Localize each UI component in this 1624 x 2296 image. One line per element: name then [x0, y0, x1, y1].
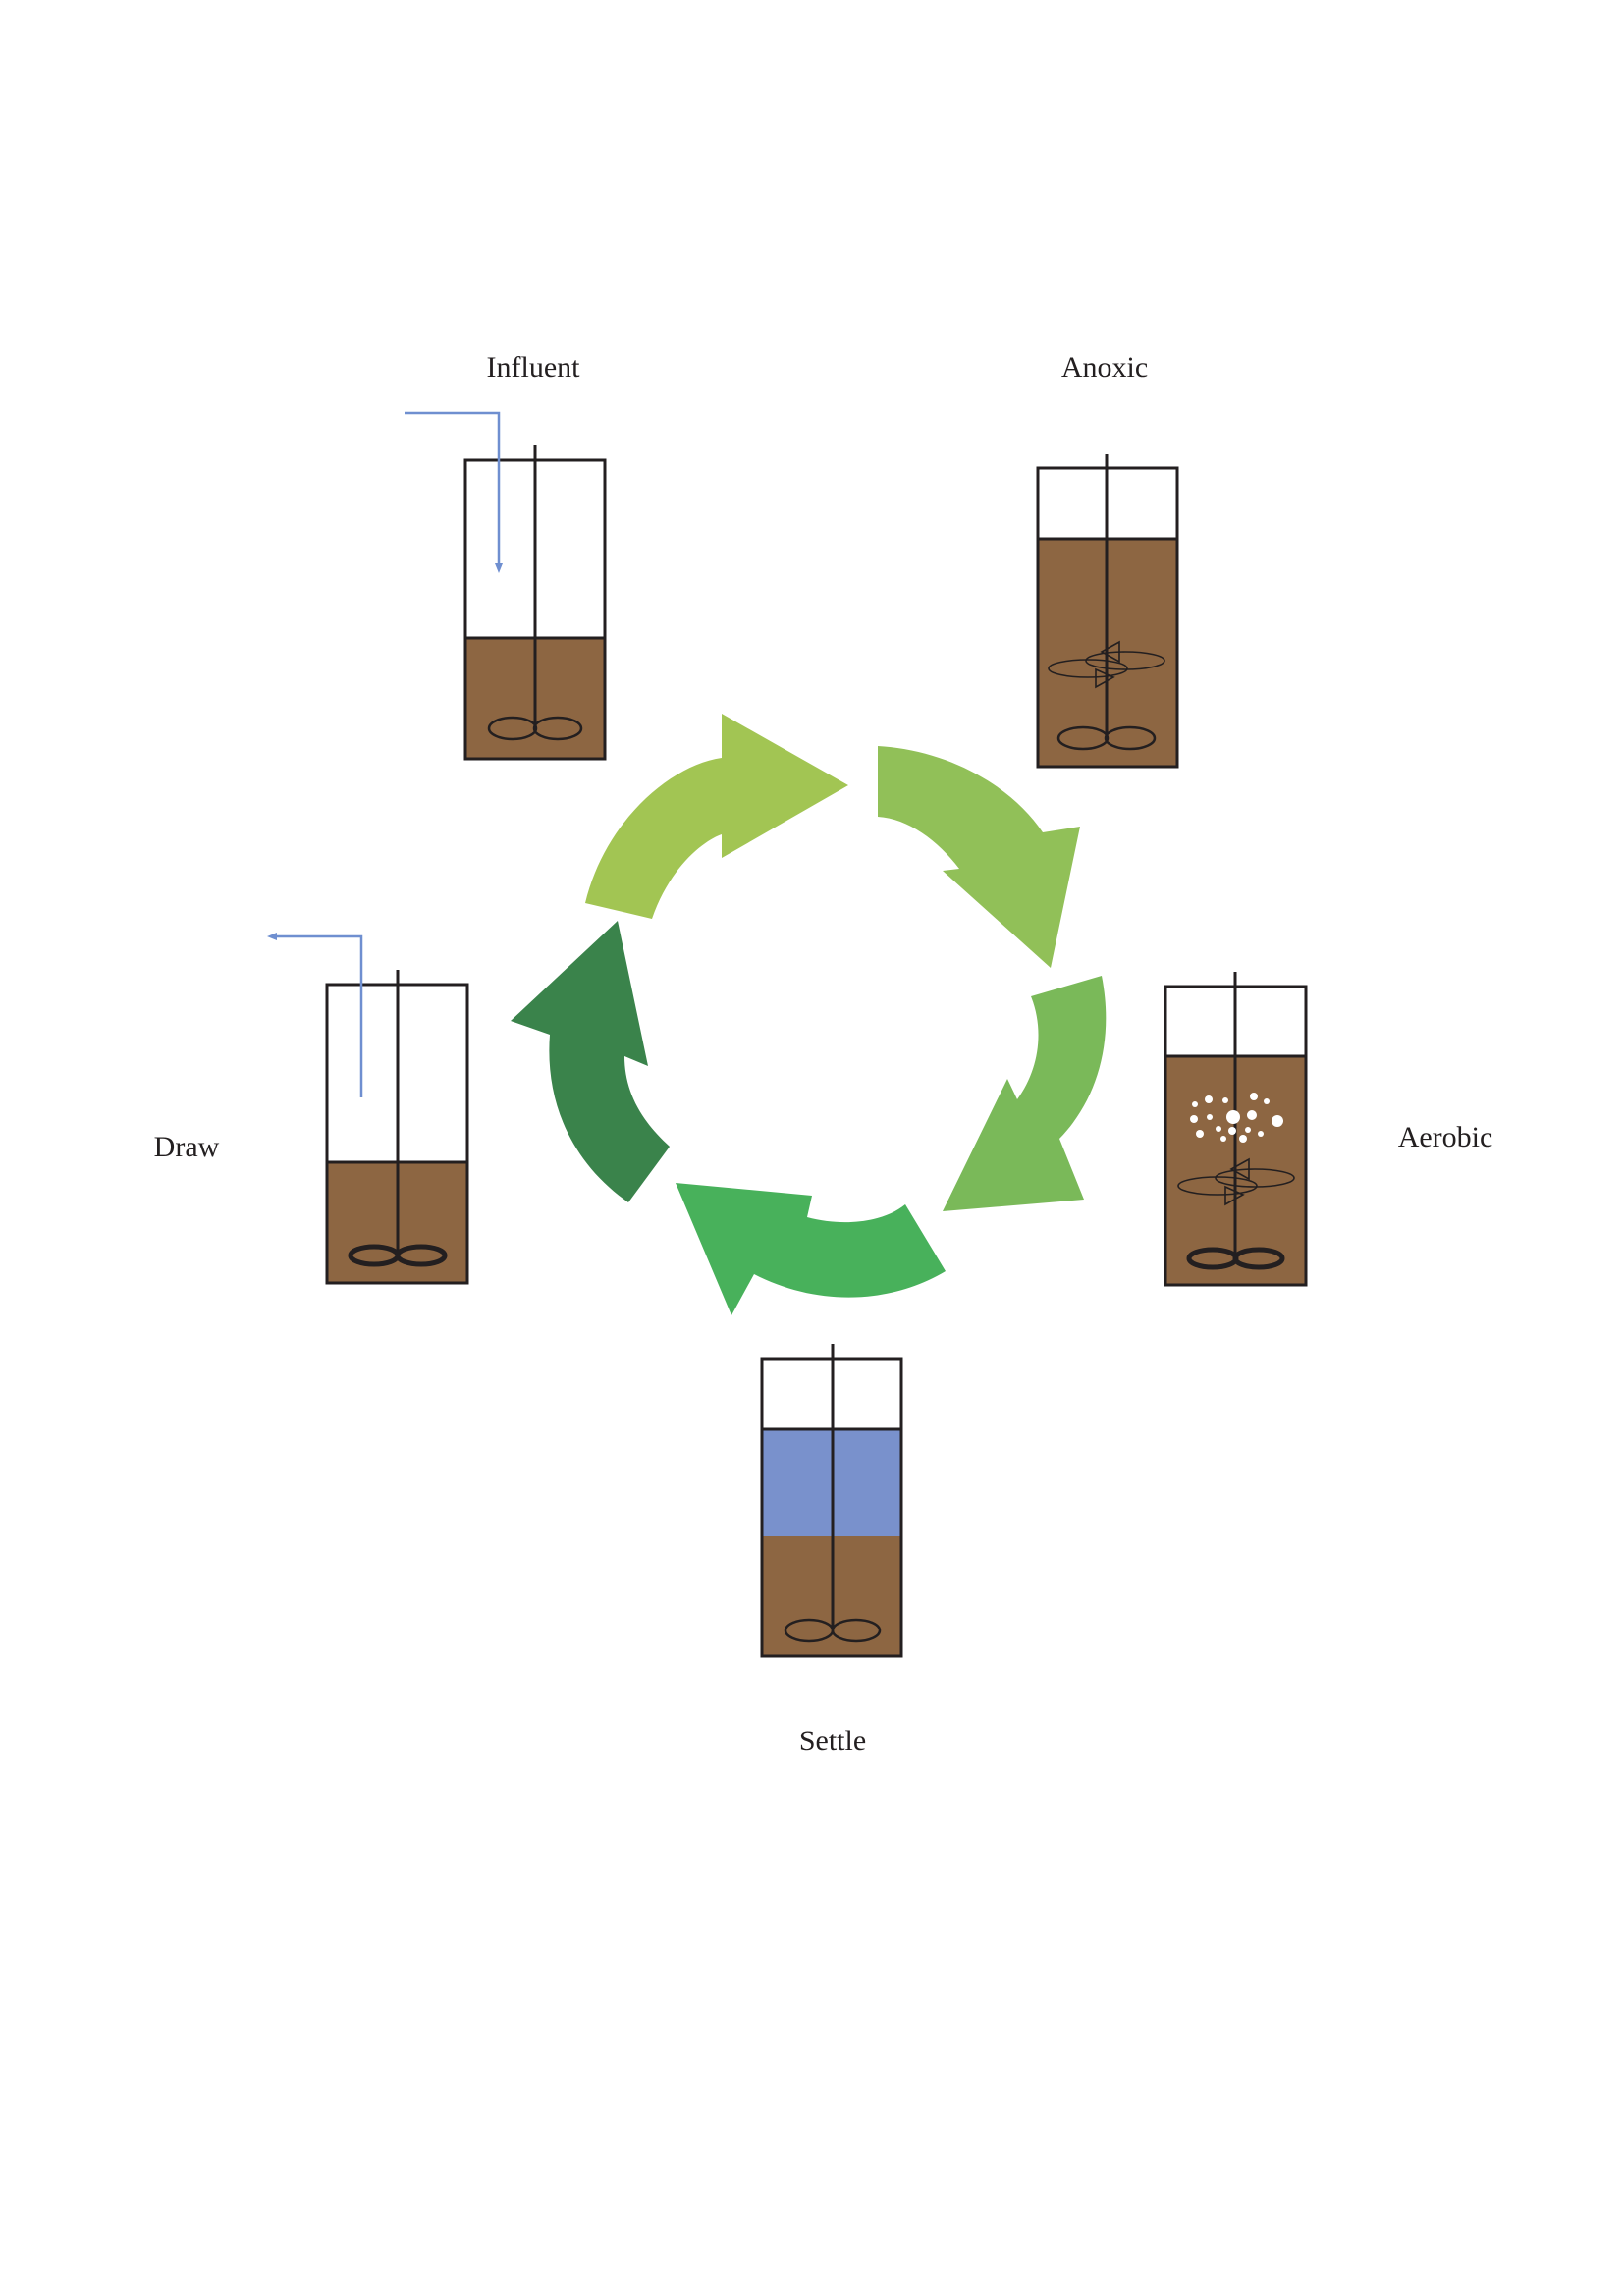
mixer-impeller	[487, 716, 583, 741]
label-settle: Settle	[799, 1725, 866, 1757]
air-bubbles-icon	[1190, 1093, 1283, 1143]
mixer-impeller	[1186, 1247, 1285, 1270]
tank-settle	[760, 1344, 903, 1658]
arrow-influent-to-anoxic	[585, 714, 848, 919]
effluent-pipe	[267, 933, 363, 1097]
mixing-swirl-icon	[1177, 1157, 1295, 1206]
arrow-anoxic-to-aerobic	[878, 746, 1080, 968]
label-aerobic: Aerobic	[1398, 1121, 1493, 1153]
label-anoxic: Anoxic	[1061, 351, 1148, 384]
arrow-draw-to-influent	[511, 921, 670, 1202]
outflow-arrowhead	[267, 933, 277, 940]
tank-draw	[267, 933, 469, 1285]
tank-aerobic	[1164, 972, 1308, 1287]
tank-influent	[405, 411, 607, 761]
mixer-impeller	[348, 1244, 448, 1267]
influent-pipe	[405, 411, 503, 573]
inflow-arrowhead	[495, 563, 503, 573]
tank-anoxic	[1036, 454, 1179, 769]
mixing-swirl-icon	[1048, 640, 1165, 689]
mixer-impeller	[784, 1618, 882, 1643]
mixer-impeller	[1056, 725, 1157, 751]
label-influent: Influent	[487, 351, 581, 384]
arrow-settle-to-draw	[676, 1183, 946, 1315]
cycle-arrows	[511, 714, 1107, 1315]
arrow-aerobic-to-settle	[943, 976, 1107, 1211]
label-draw: Draw	[154, 1131, 220, 1163]
